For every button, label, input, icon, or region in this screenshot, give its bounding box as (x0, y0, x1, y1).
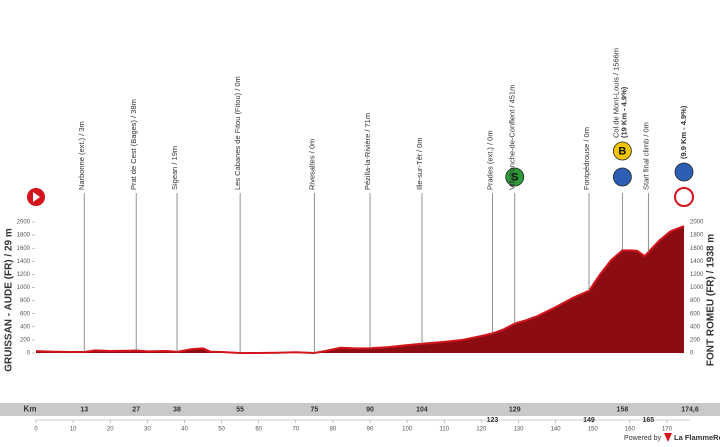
x-tick-label: 120 (476, 427, 487, 433)
km-marker: 174,6 (681, 406, 699, 413)
waypoint-label: Col de Mont-Louis / 1566m (611, 48, 620, 138)
y-tick-label: 400 (20, 324, 31, 330)
sprint-icon (505, 167, 525, 187)
climb-info: (9.9 Km - 4.9%) (679, 105, 688, 159)
y-tick-label: 600 (20, 311, 31, 317)
km-marker: 75 (310, 406, 318, 413)
km-marker: 129 (509, 406, 521, 413)
x-tick-label: 50 (218, 427, 225, 433)
y-tick-label: 800 (20, 298, 31, 304)
y-tick-label: 1200 (17, 272, 31, 278)
start-label: GRUISSAN - AUDE (FR) / 29 m (4, 228, 15, 372)
icon-letter: S (511, 171, 518, 183)
y-tick-label: 1600 (17, 246, 31, 252)
waypoint-label: Pézilla-la-Rivière / 71m (363, 113, 372, 190)
km-marker: 123 (487, 417, 499, 424)
waypoint-label: Prades (ext.) / 0m (485, 130, 494, 190)
x-tick-label: 40 (181, 427, 188, 433)
waypoint-label: Villefranche-de-Conflent / 451m (508, 85, 517, 190)
x-tick-label: 0 (34, 427, 38, 433)
brand-logo (664, 433, 672, 442)
y2-tick-label: 800 (690, 298, 701, 304)
y2-tick-label: 600 (690, 311, 701, 317)
x-tick-label: 30 (144, 427, 151, 433)
climb-icon (612, 167, 632, 187)
waypoint-label: Start final climb / 0m (641, 122, 650, 190)
finish-icon (674, 187, 694, 207)
y2-tick-label: 1200 (690, 272, 704, 278)
km-marker: 38 (173, 406, 181, 413)
x-tick-label: 160 (625, 427, 636, 433)
brand: La FlammeRouge (674, 433, 720, 442)
waypoint-label: Sigean / 19m (170, 146, 179, 190)
climb-icon (674, 162, 694, 182)
y2-tick-label: 200 (690, 337, 701, 343)
x-tick-label: 130 (513, 427, 524, 433)
waypoint-label: Narbonne (ext.) / 3m (77, 121, 86, 190)
y-tick-label: 0 (27, 351, 31, 357)
y2-tick-label: 1000 (690, 285, 704, 291)
y-tick-label: 1400 (17, 259, 31, 265)
bonus-icon (612, 141, 632, 161)
profile-edge (35, 225, 685, 355)
y2-tick-label: 1600 (690, 246, 704, 252)
waypoint-label: Rivesaltes / 0m (307, 139, 316, 190)
x-tick-label: 20 (107, 427, 114, 433)
km-marker: 55 (236, 406, 244, 413)
y2-tick-label: 1400 (690, 259, 704, 265)
km-marker: 149 (583, 417, 595, 424)
y2-tick-label: 0 (690, 351, 694, 357)
y2-tick-label: 2000 (690, 220, 704, 226)
x-tick-label: 60 (255, 427, 262, 433)
y-tick-label: 200 (20, 337, 31, 343)
km-marker: 165 (643, 417, 655, 424)
y2-tick-label: 400 (690, 324, 701, 330)
waypoint-label: Prat de Cest (Bages) / 38m (129, 99, 138, 190)
x-tick-label: 10 (70, 427, 77, 433)
km-marker: 13 (80, 406, 88, 413)
km-label: Km (24, 405, 37, 414)
powered-by: Powered by (624, 435, 661, 442)
km-marker: 27 (132, 406, 140, 413)
y-tick-label: 2000 (17, 220, 31, 226)
climb-info: (19 Km - 4.9%) (619, 86, 628, 138)
km-marker: 90 (366, 406, 374, 413)
icon-letter: B (618, 145, 626, 157)
waypoint-label: Les Cabanes de Fitou (Fitou) / 0m (233, 76, 242, 190)
km-bar (0, 403, 720, 416)
x-tick-label: 140 (551, 427, 562, 433)
x-tick-label: 90 (367, 427, 374, 433)
km-marker: 158 (617, 406, 629, 413)
waypoint-label: Ille-sur-Têt / 0m (415, 137, 424, 190)
finish-label: FONT ROMEU (FR) / 1938 m (706, 234, 717, 366)
x-tick-label: 80 (330, 427, 337, 433)
profile-area (36, 226, 684, 353)
x-tick-label: 70 (292, 427, 299, 433)
x-tick-label: 170 (662, 427, 673, 433)
y-tick-label: 1000 (17, 285, 31, 291)
y2-tick-label: 1800 (690, 233, 704, 239)
km-marker: 104 (416, 406, 428, 413)
y-tick-label: 1800 (17, 233, 31, 239)
waypoint-label: Fontpédrouse / 0m (582, 127, 591, 190)
x-tick-label: 110 (439, 427, 449, 433)
start-arrow (33, 192, 40, 202)
x-tick-label: 150 (588, 427, 599, 433)
x-tick-label: 100 (402, 427, 413, 433)
